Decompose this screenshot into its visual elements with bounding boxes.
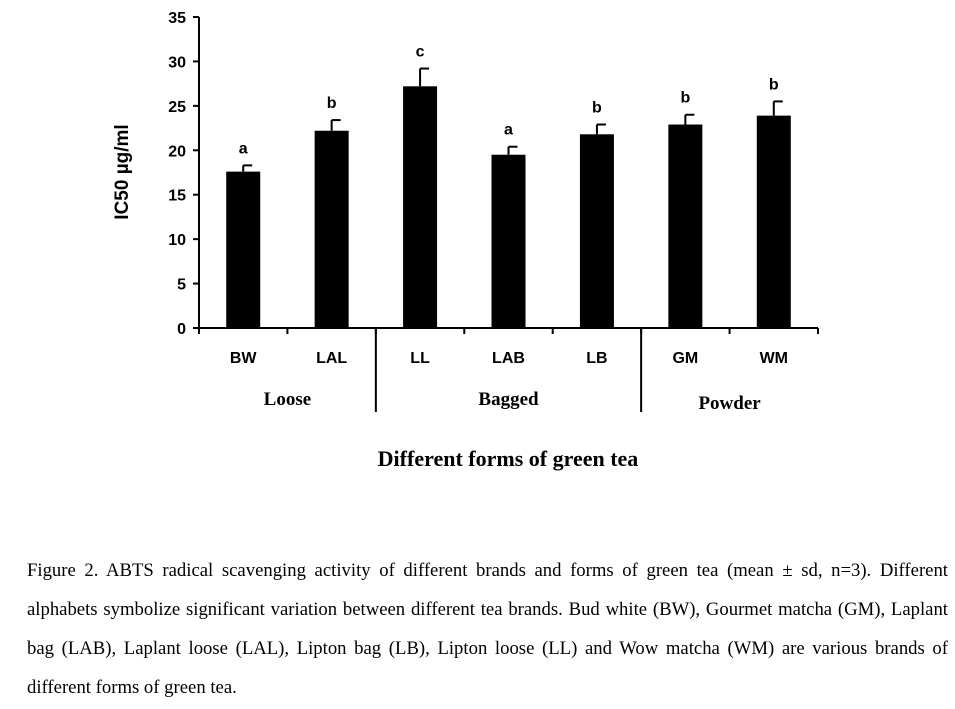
y-tick-label: 35 [168,10,186,27]
y-tick-label: 10 [168,232,186,249]
y-axis-label: IC50 µg/ml [112,124,133,219]
significance-label: b [680,90,690,107]
bar [314,130,349,328]
x-tick-label: LAL [316,350,347,367]
y-tick-label: 25 [168,99,186,116]
group-label: Loose [264,389,312,410]
x-tick-label: GM [672,350,698,367]
group-labels: Loose Bagged Powder [264,328,761,414]
y-tick-label: 15 [168,188,186,205]
bar [491,154,526,328]
y-tick-label: 30 [168,54,186,71]
group-label: Bagged [478,389,539,410]
x-tick-label: WM [760,350,788,367]
significance-label: b [327,95,337,112]
y-tick-label: 0 [177,321,186,338]
group-label: Powder [698,393,761,414]
bar [226,171,261,328]
bar [756,115,791,328]
significance-label: b [769,76,779,93]
significance-label: a [504,122,513,139]
y-tick-label: 5 [177,277,186,294]
y-tick-label: 20 [168,143,186,160]
significance-label: a [239,140,248,157]
significance-label: c [416,44,425,61]
bar [668,124,703,328]
x-tick-label: LB [586,350,607,367]
bar [403,86,438,329]
x-tick-label: LL [410,350,430,367]
bar [579,134,614,328]
x-axis: BW LAL LL LAB LB GM WM [198,327,819,367]
y-axis: 0 5 10 15 20 25 30 35 [168,10,200,338]
x-tick-label: BW [230,350,258,367]
figure-caption: Figure 2. ABTS radical scavenging activi… [27,560,948,698]
x-axis-label: Different forms of green tea [378,446,639,471]
bars: a b c a b b b [226,44,791,329]
significance-label: b [592,100,602,117]
x-tick-label: LAB [492,350,525,367]
